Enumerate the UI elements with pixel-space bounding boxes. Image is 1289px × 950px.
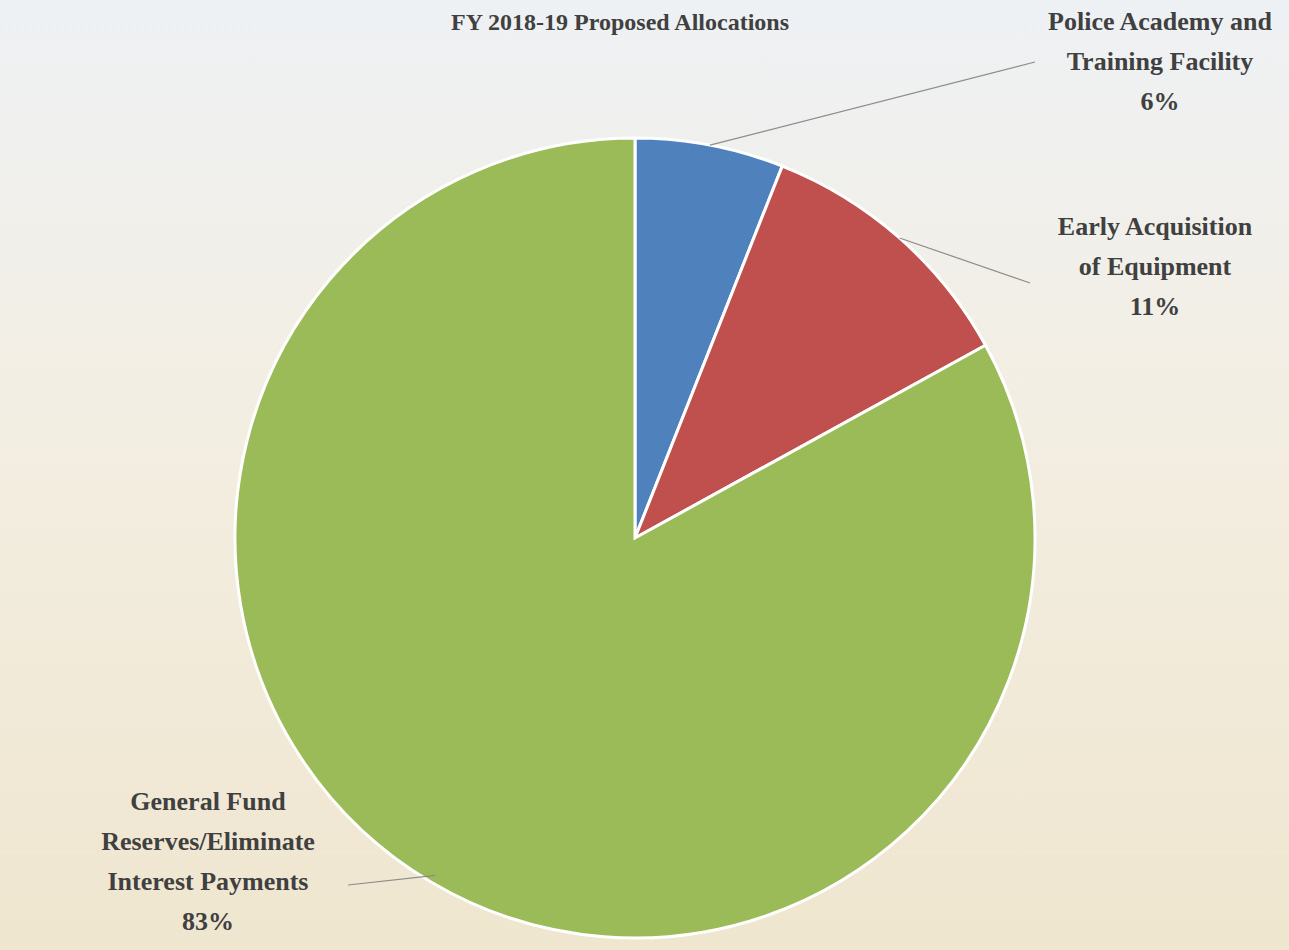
chart: FY 2018-19 Proposed Allocations Police Ac… — [0, 0, 1289, 950]
slice — [235, 138, 1035, 938]
data-label: 6% — [1141, 87, 1180, 116]
data-label: 83% — [182, 907, 234, 936]
leader-line — [710, 62, 1035, 145]
category-label: Early Acquisitionof Equipment — [1058, 212, 1253, 281]
category-label: Police Academy andTraining Facility — [1048, 7, 1272, 76]
slice-label: Police Academy andTraining Facility 6% — [1048, 7, 1272, 116]
slice-label: Early Acquisitionof Equipment 11% — [1058, 212, 1253, 321]
data-label: 11% — [1130, 292, 1181, 321]
slices — [235, 138, 1035, 938]
slice-label: General FundReserves/EliminateInterest P… — [101, 787, 315, 936]
leader-line — [900, 238, 1030, 283]
category-label: General FundReserves/EliminateInterest P… — [101, 787, 315, 896]
page: {"chart_data": {"type": "pie", "title": … — [0, 0, 1289, 950]
leader-line — [348, 875, 435, 885]
title: FY 2018-19 Proposed Allocations — [451, 9, 789, 35]
